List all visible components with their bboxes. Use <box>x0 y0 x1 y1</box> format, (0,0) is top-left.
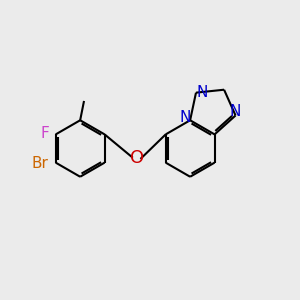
Text: N: N <box>230 103 241 118</box>
Text: O: O <box>130 149 144 167</box>
Text: Br: Br <box>32 156 49 171</box>
Text: F: F <box>40 126 49 141</box>
Text: N: N <box>180 110 191 125</box>
Text: N: N <box>196 85 208 100</box>
